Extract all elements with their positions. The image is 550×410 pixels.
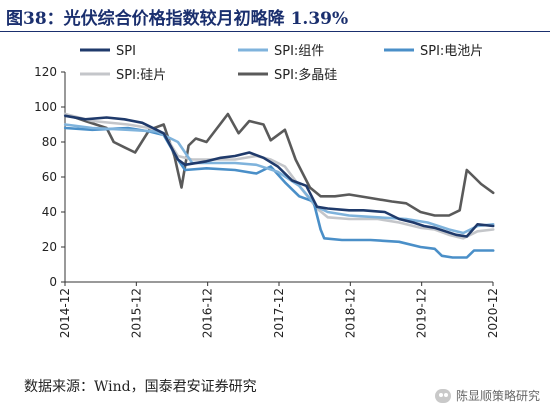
x-tick-label: 2020-12: [486, 288, 500, 338]
legend-label-2: SPI:电池片: [420, 44, 483, 59]
y-tick-label: 40: [42, 205, 57, 219]
x-tick-label: 2014-12: [58, 288, 72, 338]
x-tick-label: 2018-12: [343, 288, 357, 338]
y-tick-label: 20: [42, 240, 57, 254]
y-tick-label: 100: [34, 100, 57, 114]
chart-legend: SPI SPI:组件 SPI:电池片 SPI:硅片 SPI:多晶硅: [80, 44, 483, 83]
series-line-0: [63, 114, 495, 238]
series-line-1: [63, 123, 495, 235]
legend-label-0: SPI: [116, 44, 136, 59]
source-note: 数据来源：Wind，国泰君安证券研究: [24, 379, 257, 395]
x-tick-label: 2015-12: [129, 288, 143, 338]
x-tick-label: 2016-12: [201, 288, 215, 338]
y-tick-label: 0: [49, 275, 57, 289]
x-tick-label: 2017-12: [272, 288, 286, 338]
series-line-2: [63, 126, 495, 259]
y-tick-label: 60: [42, 170, 57, 184]
y-tick-label: 120: [34, 65, 57, 79]
wechat-icon: [434, 388, 451, 403]
y-tick-label: 80: [42, 135, 57, 149]
legend-label-1: SPI:组件: [274, 44, 324, 59]
series-line-4: [63, 112, 495, 217]
watermark-text: 陈显顺策略研究: [455, 389, 540, 403]
title-divider: [0, 31, 550, 32]
legend-label-3: SPI:硅片: [116, 68, 166, 83]
legend-label-4: SPI:多晶硅: [274, 67, 337, 83]
chart-axes: 0 20 40 60 80 100 120 2014-12 2015-12 2016-12 2017…: [34, 65, 500, 338]
series-lines: [63, 112, 495, 259]
watermark: 陈显顺策略研究: [434, 387, 540, 404]
x-tick-label: 2019-12: [415, 288, 429, 338]
figure-title: 图38：光伏综合价格指数较月初略降 1.39%: [6, 9, 349, 29]
